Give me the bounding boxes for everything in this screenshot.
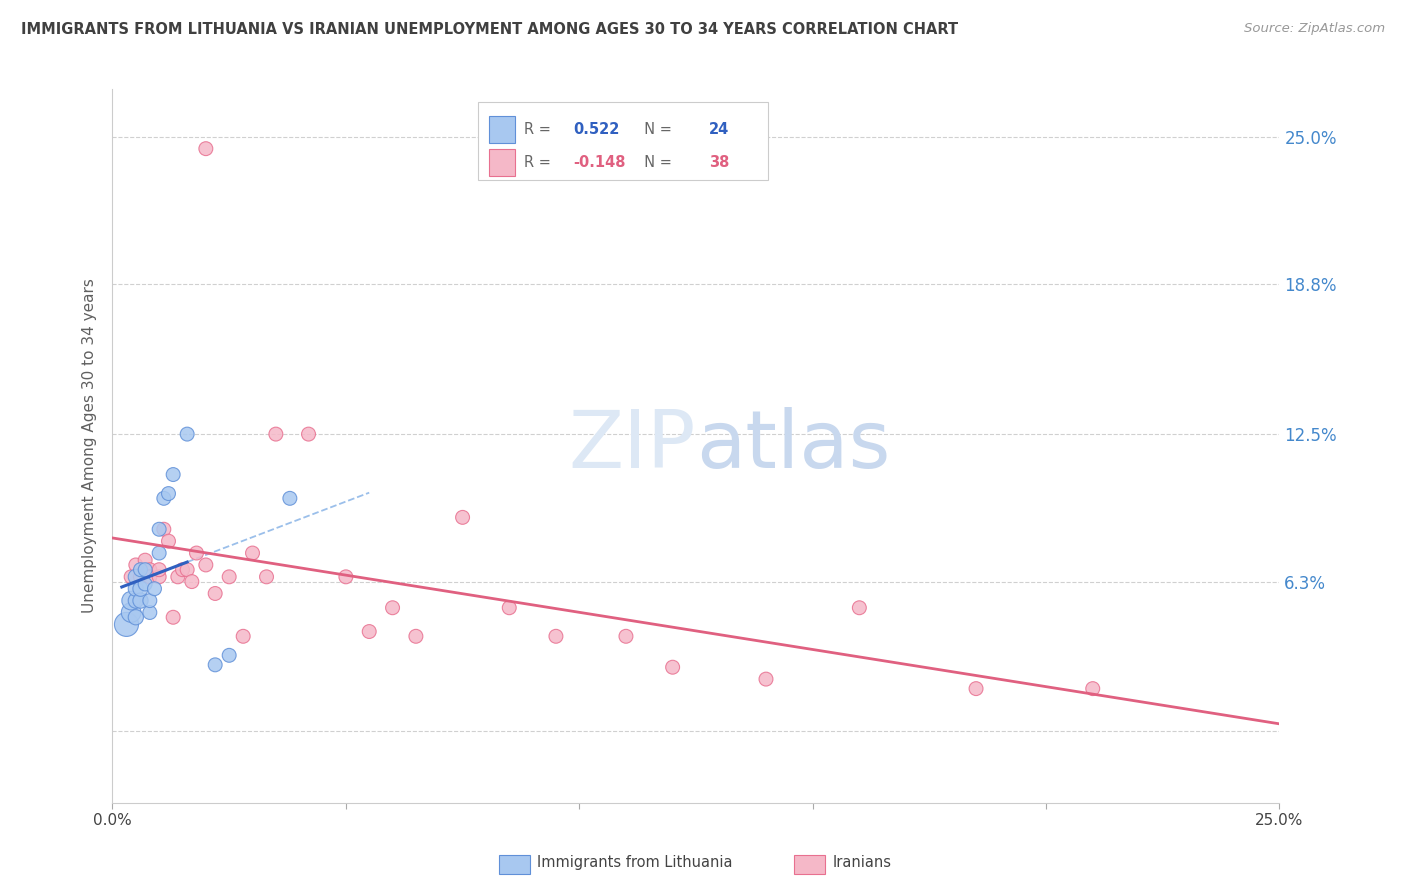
Point bbox=[148, 563, 170, 577]
Point bbox=[242, 546, 264, 560]
Point bbox=[256, 570, 278, 584]
Point bbox=[232, 629, 254, 643]
Point bbox=[544, 629, 567, 643]
Point bbox=[125, 582, 148, 596]
Bar bbox=[489, 149, 515, 177]
Point bbox=[614, 629, 637, 643]
Point bbox=[965, 681, 987, 696]
Point bbox=[176, 427, 198, 442]
Point bbox=[204, 586, 226, 600]
Point bbox=[162, 467, 184, 482]
Point bbox=[335, 570, 357, 584]
Point bbox=[162, 610, 184, 624]
Point bbox=[129, 582, 152, 596]
Point bbox=[125, 593, 148, 607]
Point bbox=[153, 491, 176, 506]
Text: ZIP: ZIP bbox=[568, 407, 696, 485]
Point bbox=[204, 657, 226, 672]
Point bbox=[148, 522, 170, 536]
Point bbox=[134, 577, 156, 591]
Point bbox=[381, 600, 404, 615]
Point bbox=[134, 563, 156, 577]
Point bbox=[120, 570, 142, 584]
Text: N =: N = bbox=[636, 155, 676, 170]
Point bbox=[139, 606, 162, 620]
Text: IMMIGRANTS FROM LITHUANIA VS IRANIAN UNEMPLOYMENT AMONG AGES 30 TO 34 YEARS CORR: IMMIGRANTS FROM LITHUANIA VS IRANIAN UNE… bbox=[21, 22, 959, 37]
Point bbox=[264, 427, 287, 442]
Text: R =: R = bbox=[524, 122, 555, 137]
Point bbox=[218, 648, 240, 663]
Point bbox=[125, 558, 148, 572]
Point bbox=[848, 600, 870, 615]
Point bbox=[125, 610, 148, 624]
Y-axis label: Unemployment Among Ages 30 to 34 years: Unemployment Among Ages 30 to 34 years bbox=[82, 278, 97, 614]
Text: 38: 38 bbox=[709, 155, 730, 170]
Point bbox=[176, 563, 198, 577]
Point bbox=[139, 563, 162, 577]
Point bbox=[139, 593, 162, 607]
FancyBboxPatch shape bbox=[478, 102, 768, 180]
Point bbox=[129, 570, 152, 584]
Point bbox=[218, 570, 240, 584]
Text: 0.522: 0.522 bbox=[574, 122, 620, 137]
Bar bbox=[489, 116, 515, 144]
Text: -0.148: -0.148 bbox=[574, 155, 626, 170]
Point bbox=[1081, 681, 1104, 696]
Point bbox=[359, 624, 381, 639]
Point bbox=[194, 558, 217, 572]
Point bbox=[153, 522, 176, 536]
Point bbox=[172, 563, 194, 577]
Point bbox=[194, 142, 217, 156]
Text: R =: R = bbox=[524, 155, 555, 170]
Text: Iranians: Iranians bbox=[832, 855, 891, 870]
Point bbox=[755, 672, 778, 686]
Text: N =: N = bbox=[636, 122, 676, 137]
Point bbox=[120, 606, 142, 620]
Point bbox=[405, 629, 427, 643]
Point bbox=[148, 546, 170, 560]
Point bbox=[120, 593, 142, 607]
Point bbox=[139, 570, 162, 584]
Text: Source: ZipAtlas.com: Source: ZipAtlas.com bbox=[1244, 22, 1385, 36]
Point bbox=[129, 593, 152, 607]
Point bbox=[166, 570, 188, 584]
Point bbox=[186, 546, 208, 560]
Point bbox=[157, 486, 180, 500]
Point bbox=[134, 553, 156, 567]
Text: 24: 24 bbox=[709, 122, 730, 137]
Point bbox=[157, 534, 180, 549]
Text: atlas: atlas bbox=[696, 407, 890, 485]
Point bbox=[125, 570, 148, 584]
Text: Immigrants from Lithuania: Immigrants from Lithuania bbox=[537, 855, 733, 870]
Point bbox=[297, 427, 319, 442]
Point bbox=[115, 617, 138, 632]
Point bbox=[143, 582, 166, 596]
Point bbox=[498, 600, 520, 615]
Point bbox=[451, 510, 474, 524]
Point bbox=[148, 570, 170, 584]
Point bbox=[278, 491, 301, 506]
Point bbox=[661, 660, 683, 674]
Point bbox=[129, 563, 152, 577]
Point bbox=[180, 574, 202, 589]
